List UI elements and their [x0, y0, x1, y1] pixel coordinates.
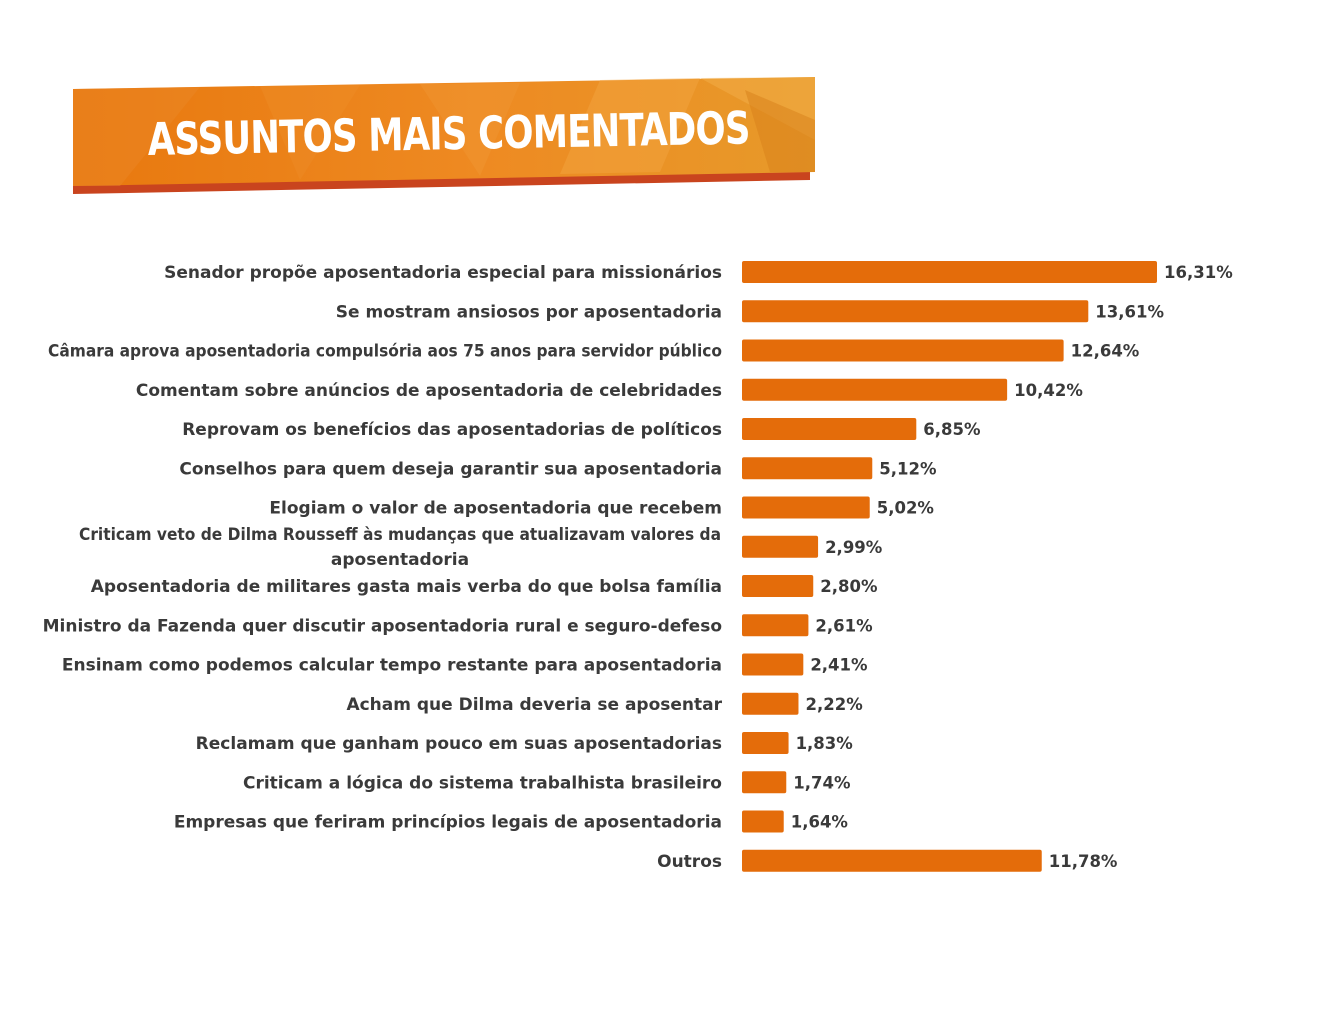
data-label: 11,78%	[1049, 852, 1118, 871]
banner-facet	[73, 87, 200, 186]
category-label: Conselhos para quem deseja garantir sua …	[179, 459, 722, 479]
data-label: 1,74%	[793, 773, 851, 792]
category-label: Empresas que feriram princípios legais d…	[174, 813, 722, 833]
bar	[742, 378, 1008, 401]
category-label: Reprovam os benefícios das aposentadoria…	[182, 420, 722, 440]
data-label: 5,02%	[877, 499, 935, 518]
data-label: 2,99%	[825, 538, 883, 557]
banner-background	[73, 77, 815, 186]
category-label: Ensinam como podemos calcular tempo rest…	[62, 656, 722, 676]
data-label: 2,22%	[805, 695, 863, 714]
data-label: 6,85%	[923, 420, 981, 439]
bar	[742, 496, 870, 519]
category-label: Se mostram ansiosos por aposentadoria	[336, 302, 722, 322]
data-label: 2,61%	[815, 616, 873, 635]
bar	[742, 810, 784, 833]
bar	[742, 339, 1064, 362]
bar	[742, 261, 1157, 283]
category-label: Acham que Dilma deveria se aposentar	[346, 695, 722, 715]
bar	[742, 692, 799, 715]
title-banner: ASSUNTOS MAIS COMENTADOS	[73, 77, 815, 194]
bar	[742, 771, 787, 794]
category-label: Criticam a lógica do sistema trabalhista…	[243, 773, 722, 793]
bar	[742, 575, 814, 597]
bar	[742, 732, 789, 754]
category-label: Senador propõe aposentadoria especial pa…	[164, 263, 722, 283]
category-label: Comentam sobre anúncios de aposentadoria…	[136, 381, 722, 401]
category-label: Ministro da Fazenda quer discutir aposen…	[43, 616, 722, 636]
data-label: 2,80%	[820, 577, 878, 596]
category-label: Outros	[657, 852, 722, 872]
data-label: 2,41%	[810, 656, 868, 675]
value-labels-group: 16,31% 13,61% 12,64% 10,42% 6,85% 5,12% 5,02% 2…	[791, 263, 1233, 871]
banner-facet	[745, 90, 815, 172]
category-label: Reclamam que ganham pouco em suas aposen…	[196, 734, 722, 754]
data-label: 5,12%	[879, 459, 937, 478]
category-label: Elogiam o valor de aposentadoria que rec…	[269, 499, 722, 519]
banner-facet	[560, 78, 700, 174]
category-label: Aposentadoria de militares gasta mais ve…	[91, 577, 722, 597]
page-title: ASSUNTOS MAIS COMENTADOS	[147, 101, 750, 166]
category-label: Câmara aprova aposentadoria compulsória …	[48, 342, 722, 362]
category-label: Criticam veto de Dilma Rousseff às mudan…	[79, 525, 721, 570]
data-label: 1,83%	[796, 734, 854, 753]
banner-facet	[260, 85, 360, 180]
data-label: 1,64%	[791, 813, 849, 832]
bar	[742, 535, 819, 558]
bar	[742, 614, 809, 637]
banner-facet	[420, 83, 520, 176]
data-label: 10,42%	[1014, 381, 1083, 400]
bar	[742, 457, 873, 480]
data-label: 13,61%	[1095, 302, 1164, 321]
data-label: 16,31%	[1164, 263, 1233, 282]
bar	[742, 849, 1042, 872]
bars-group	[742, 261, 1157, 872]
bar	[742, 300, 1089, 323]
data-label: 12,64%	[1071, 342, 1140, 361]
bar	[742, 653, 804, 676]
bar	[742, 418, 917, 440]
category-labels-group: Senador propõe aposentadoria especial pa…	[43, 263, 723, 872]
